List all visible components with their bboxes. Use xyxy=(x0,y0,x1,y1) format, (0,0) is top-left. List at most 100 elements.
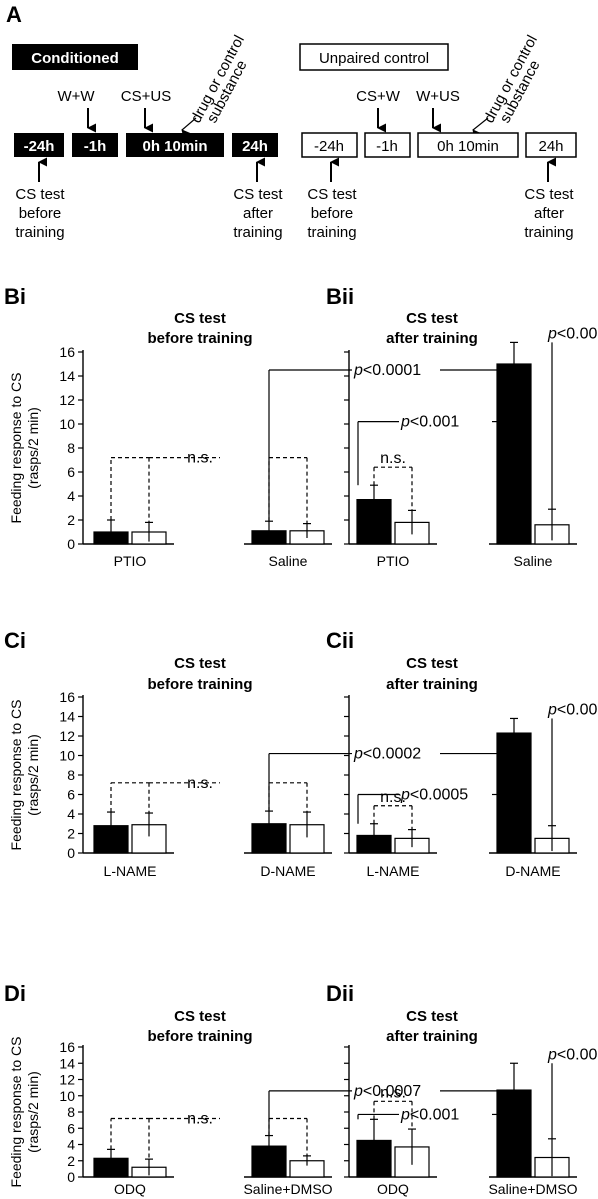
di-ytick-label: 8 xyxy=(67,1104,75,1120)
cond-drug-arrow xyxy=(181,117,197,140)
unp-test-before-2: before xyxy=(311,205,354,222)
ci-ylabel-line1: Feeding response to CS xyxy=(8,700,24,851)
di-category-label: Saline+DMSO xyxy=(243,1181,332,1197)
unp-test-before-1: CS test xyxy=(307,186,357,203)
cond-box-m24 xyxy=(14,133,64,157)
cond-test-before-1: CS test xyxy=(15,186,65,203)
cond-box-0h-label: 0h 10min xyxy=(142,138,207,155)
cii-category-label: D-NAME xyxy=(505,863,560,879)
unp-test-after-1: CS test xyxy=(524,186,574,203)
unp-box-24h xyxy=(525,132,577,158)
bii-p-label: p<0.002 xyxy=(547,325,598,342)
cond-test-after-1: CS test xyxy=(233,186,283,203)
bi-ytick-label: 8 xyxy=(67,440,75,456)
conditioned-title: Conditioned xyxy=(31,50,118,67)
ci-ytick-label: 16 xyxy=(59,689,75,705)
cond-test-after-2: after xyxy=(243,205,273,222)
unp-box-m1 xyxy=(364,132,411,158)
conditioned-title-box xyxy=(12,44,138,70)
ci-title-line2: before training xyxy=(147,676,252,693)
panel-cii-label: Cii xyxy=(326,628,354,653)
ci-category-label: D-NAME xyxy=(260,863,315,879)
ci-ytick-label: 8 xyxy=(67,767,75,783)
unp-box-m1-label: -1h xyxy=(376,138,398,155)
bi-ytick-label: 0 xyxy=(67,536,75,552)
unp-event-wus: W+US xyxy=(416,88,460,105)
bi-ytick-label: 2 xyxy=(67,512,75,528)
dii-category-label: ODQ xyxy=(377,1181,409,1197)
bii-bar-saline-conditioned xyxy=(496,363,532,545)
ci-ytick-label: 2 xyxy=(67,826,75,842)
cii-ns-label: n.s. xyxy=(380,789,406,806)
ci-ytick-label: 6 xyxy=(67,787,75,803)
bii-category-label: Saline xyxy=(514,553,553,569)
bi-ytick-label: 10 xyxy=(59,416,75,432)
ci-ytick-label: 14 xyxy=(59,709,75,725)
unp-test-before-3: training xyxy=(307,224,356,241)
di-ytick-label: 6 xyxy=(67,1120,75,1136)
cii-bar-d-name-conditioned xyxy=(496,732,532,854)
panel-bii-label: Bii xyxy=(326,284,354,309)
dii-p-label: p<0.0007 xyxy=(353,1083,421,1100)
di-ytick-label: 10 xyxy=(59,1088,75,1104)
dii-title-line1: CS test xyxy=(406,1008,458,1025)
unp-test-after-2: after xyxy=(534,205,564,222)
bi-ytick-label: 16 xyxy=(59,344,75,360)
cii-title-line2: after training xyxy=(386,676,478,693)
di-category-label: ODQ xyxy=(114,1181,146,1197)
ci-title-line1: CS test xyxy=(174,655,226,672)
cond-box-24h-label: 24h xyxy=(242,138,268,155)
bi-title-line2: before training xyxy=(147,330,252,347)
di-ytick-label: 0 xyxy=(67,1169,75,1185)
di-ytick-label: 16 xyxy=(59,1039,75,1055)
ci-ns-label: n.s. xyxy=(187,775,213,792)
cii-p-label: p<0.0005 xyxy=(400,787,468,804)
cond-box-0h xyxy=(126,133,224,157)
bi-ylabel-line1: Feeding response to CS xyxy=(8,373,24,524)
bi-ns-label: n.s. xyxy=(187,450,213,467)
cond-test-before-3: training xyxy=(15,224,64,241)
ci-ytick-label: 4 xyxy=(67,806,75,822)
bi-title-line1: CS test xyxy=(174,310,226,327)
cond-test-after-3: training xyxy=(233,224,282,241)
bi-ytick-label: 14 xyxy=(59,368,75,384)
ci-category-label: L-NAME xyxy=(104,863,157,879)
cond-event-csus: CS+US xyxy=(121,88,171,105)
cond-test-before-2: before xyxy=(19,205,62,222)
unpaired-title-box xyxy=(299,43,449,71)
dii-p-label: p<0.001 xyxy=(400,1106,459,1123)
cond-box-m24-label: -24h xyxy=(24,138,55,155)
bi-ytick-label: 12 xyxy=(59,392,75,408)
ci-ylabel-line2: (rasps/2 min) xyxy=(25,734,41,816)
unp-box-0h-label: 0h 10min xyxy=(437,138,499,155)
unp-drug-arrow xyxy=(472,117,489,140)
dii-title-line2: after training xyxy=(386,1028,478,1045)
di-ytick-label: 2 xyxy=(67,1153,75,1169)
unp-box-m24 xyxy=(301,132,358,158)
bii-p-label: p<0.001 xyxy=(400,414,459,431)
unp-test-after-3: training xyxy=(524,224,573,241)
bii-category-label: PTIO xyxy=(377,553,410,569)
panel-ci-label: Ci xyxy=(4,628,26,653)
cii-p-label: p<0.0002 xyxy=(353,746,421,763)
dii-category-label: Saline+DMSO xyxy=(488,1181,577,1197)
cii-category-label: L-NAME xyxy=(367,863,420,879)
cii-p-label: p<0.001 xyxy=(547,701,598,718)
panel-bi-label: Bi xyxy=(4,284,26,309)
dii-ns-label: n.s. xyxy=(380,1084,406,1101)
di-ytick-label: 4 xyxy=(67,1137,75,1153)
bi-category-label: Saline xyxy=(269,553,308,569)
bi-ytick-label: 6 xyxy=(67,464,75,480)
cond-event-ww: W+W xyxy=(57,88,95,105)
cond-box-m1-label: -1h xyxy=(84,138,107,155)
panel-a-label: A xyxy=(6,2,22,27)
di-title-line2: before training xyxy=(147,1028,252,1045)
di-ytick-label: 12 xyxy=(59,1072,75,1088)
bii-title-line2: after training xyxy=(386,330,478,347)
di-ylabel-line2: (rasps/2 min) xyxy=(25,1071,41,1153)
di-title-line1: CS test xyxy=(174,1008,226,1025)
bi-ytick-label: 4 xyxy=(67,488,75,504)
di-ytick-label: 14 xyxy=(59,1055,75,1071)
di-ylabel-line1: Feeding response to CS xyxy=(8,1037,24,1188)
